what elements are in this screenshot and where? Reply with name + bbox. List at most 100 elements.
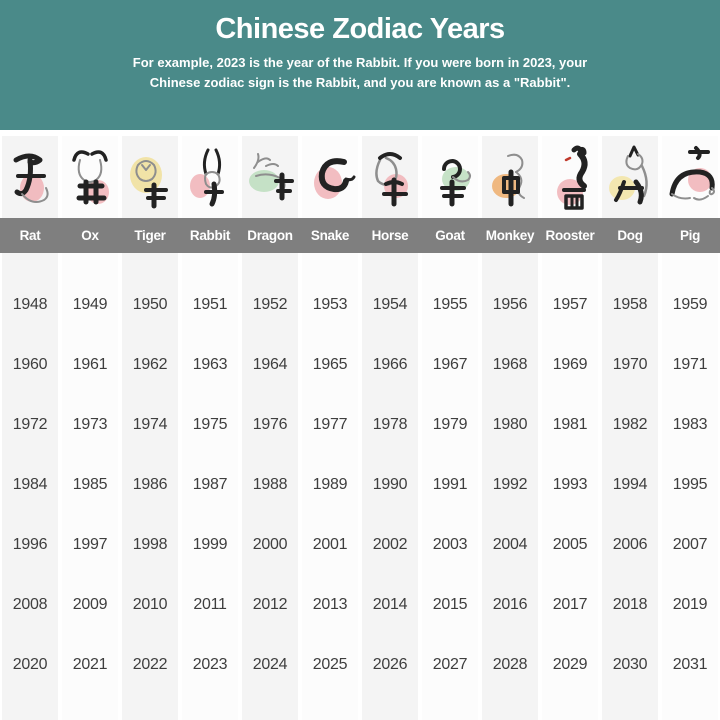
year-cell: 1996: [12, 536, 48, 553]
year-row: 2008 2009 2010 2011 2012 2013 2014 2015 2016 2017…: [0, 575, 720, 635]
zodiac-name-dog: Dog: [617, 228, 643, 243]
page-title: Chinese Zodiac Years: [215, 13, 505, 45]
year-cell: 1972: [12, 416, 48, 433]
horse-icon: [375, 152, 408, 207]
header-band: Chinese Zodiac Years For example, 2023 i…: [0, 0, 720, 130]
year-cell: 1979: [432, 416, 468, 433]
year-cell: 2022: [132, 656, 168, 673]
year-cell: 1987: [192, 476, 228, 493]
year-cell: 2024: [252, 656, 288, 673]
zodiac-name-bar: Rat Ox Tiger Rabbit Dragon Snake Horse Goat Monk…: [0, 218, 720, 253]
year-cell: 2013: [312, 596, 348, 613]
subtitle-line-2: Chinese zodiac sign is the Rabbit, and y…: [149, 74, 571, 90]
year-cell: 1976: [252, 416, 288, 433]
year-cell: 2017: [552, 596, 588, 613]
year-cell: 2011: [193, 596, 227, 613]
page-subtitle: For example, 2023 is the year of the Rab…: [0, 53, 720, 92]
goat-icon: [440, 159, 471, 207]
year-cell: 1985: [72, 476, 108, 493]
year-cell: 1957: [552, 296, 588, 313]
year-cell: 2019: [672, 596, 708, 613]
year-cell: 1954: [372, 296, 408, 313]
year-cell: 1973: [72, 416, 108, 433]
year-cell: 2003: [432, 536, 468, 553]
zodiac-name-pig: Pig: [679, 228, 701, 243]
year-cell: 2028: [492, 656, 528, 673]
zodiac-years-table: 1948 1949 1950 1951 1952 1953 1954 1955 1956 1957…: [0, 253, 720, 720]
rooster-icon: [557, 145, 588, 210]
year-cell: 1980: [492, 416, 528, 433]
zodiac-name-goat: Goat: [435, 228, 465, 243]
subtitle-line-1: For example, 2023 is the year of the Rab…: [132, 55, 588, 70]
year-cell: 1958: [612, 296, 648, 313]
year-cell: 2026: [372, 656, 408, 673]
year-cell: 1969: [552, 356, 588, 373]
year-cell: 2020: [12, 656, 48, 673]
year-cell: 2018: [612, 596, 648, 613]
year-cell: 2027: [432, 656, 468, 673]
year-cell: 1956: [492, 296, 528, 313]
year-cell: 2007: [672, 536, 708, 553]
year-cell: 2009: [72, 596, 108, 613]
year-cell: 2010: [132, 596, 168, 613]
horse-illustration: [360, 136, 420, 218]
zodiac-name-rabbit: Rabbit: [189, 228, 231, 243]
year-cell: 2002: [372, 536, 408, 553]
year-row: 1960 1961 1962 1963 1964 1965 1966 1967 1968 1969…: [0, 335, 720, 395]
year-cell: 1963: [192, 356, 228, 373]
monkey-icon: [492, 153, 525, 207]
year-cell: 1992: [492, 476, 528, 493]
dog-icon: [609, 145, 648, 205]
year-cell: 1998: [132, 536, 168, 553]
year-row: 1948 1949 1950 1951 1952 1953 1954 1955 1956 1957…: [0, 275, 720, 335]
year-cell: 2014: [372, 596, 408, 613]
year-cell: 2004: [492, 536, 528, 553]
year-cell: 1995: [672, 476, 708, 493]
zodiac-name-rat: Rat: [19, 228, 41, 243]
year-cell: 1975: [192, 416, 228, 433]
year-cell: 1977: [312, 416, 348, 433]
rabbit-icon: [190, 148, 224, 207]
zodiac-illustration-row: [0, 136, 720, 218]
year-cell: 2006: [612, 536, 648, 553]
year-row: 2020 2021 2022 2023 2024 2025 2026 2027 2028 2029…: [0, 635, 720, 695]
year-cell: 2029: [552, 656, 588, 673]
year-cell: 1950: [132, 296, 168, 313]
year-cell: 1983: [672, 416, 708, 433]
year-cell: 1967: [432, 356, 468, 373]
year-cell: 2012: [252, 596, 288, 613]
year-row: 1984 1985 1986 1987 1988 1989 1990 1991 1992 1993…: [0, 455, 720, 515]
year-cell: 1959: [672, 296, 708, 313]
year-cell: 1962: [132, 356, 168, 373]
zodiac-name-dragon: Dragon: [247, 228, 293, 243]
year-cell: 1961: [72, 356, 108, 373]
zodiac-name-monkey: Monkey: [485, 228, 535, 243]
tiger-illustration: [120, 136, 180, 218]
year-cell: 2001: [312, 536, 348, 553]
year-cell: 2000: [252, 536, 288, 553]
monkey-illustration: [480, 136, 540, 218]
ox-icon: [72, 150, 109, 205]
tiger-icon: [130, 157, 168, 209]
zodiac-name-snake: Snake: [310, 228, 350, 243]
rooster-illustration: [540, 136, 600, 218]
year-cell: 1989: [312, 476, 348, 493]
year-cell: 1964: [252, 356, 288, 373]
year-cell: 1988: [252, 476, 288, 493]
rat-illustration: [0, 136, 60, 218]
year-cell: 1966: [372, 356, 408, 373]
year-cell: 2025: [312, 656, 348, 673]
year-cell: 2021: [72, 656, 108, 673]
year-cell: 1994: [612, 476, 648, 493]
year-cell: 1993: [552, 476, 588, 493]
zodiac-name-rooster: Rooster: [545, 228, 595, 243]
year-cell: 1984: [12, 476, 48, 493]
rabbit-illustration: [180, 136, 240, 218]
year-cell: 1953: [312, 296, 348, 313]
year-cell: 1990: [372, 476, 408, 493]
year-cell: 1948: [12, 296, 48, 313]
year-cell: 1982: [612, 416, 648, 433]
zodiac-name-tiger: Tiger: [134, 228, 166, 243]
pig-icon: [669, 146, 715, 201]
